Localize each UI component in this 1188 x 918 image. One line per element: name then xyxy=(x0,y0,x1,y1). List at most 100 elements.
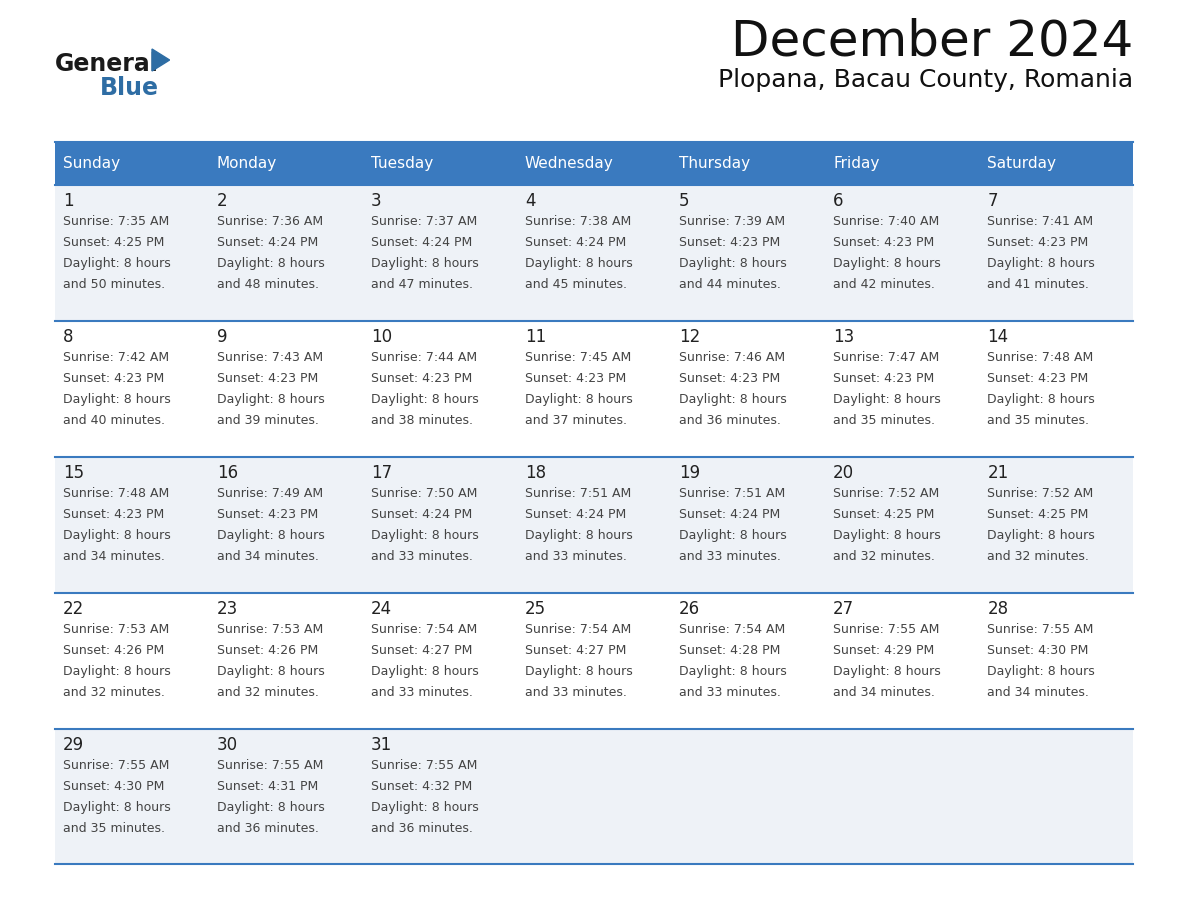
Bar xyxy=(826,142,979,185)
Text: Sunset: 4:24 PM: Sunset: 4:24 PM xyxy=(680,508,781,521)
Text: Daylight: 8 hours: Daylight: 8 hours xyxy=(63,393,170,406)
Text: Sunrise: 7:37 AM: Sunrise: 7:37 AM xyxy=(371,215,478,229)
Text: Sunset: 4:23 PM: Sunset: 4:23 PM xyxy=(680,372,781,385)
Text: 25: 25 xyxy=(525,599,546,618)
Text: Wednesday: Wednesday xyxy=(525,156,614,171)
Text: Sunset: 4:24 PM: Sunset: 4:24 PM xyxy=(216,236,318,249)
Text: Daylight: 8 hours: Daylight: 8 hours xyxy=(525,665,633,677)
Bar xyxy=(362,142,517,185)
Text: Sunrise: 7:48 AM: Sunrise: 7:48 AM xyxy=(987,351,1093,364)
Text: Sunset: 4:24 PM: Sunset: 4:24 PM xyxy=(371,236,472,249)
Text: and 34 minutes.: and 34 minutes. xyxy=(216,550,318,563)
Text: 22: 22 xyxy=(63,599,84,618)
Text: General: General xyxy=(55,52,159,76)
Text: Daylight: 8 hours: Daylight: 8 hours xyxy=(371,257,479,270)
Text: and 45 minutes.: and 45 minutes. xyxy=(525,278,627,291)
Text: Plopana, Bacau County, Romania: Plopana, Bacau County, Romania xyxy=(719,68,1133,92)
Text: Daylight: 8 hours: Daylight: 8 hours xyxy=(371,665,479,677)
Text: 21: 21 xyxy=(987,464,1009,482)
Text: Daylight: 8 hours: Daylight: 8 hours xyxy=(680,665,786,677)
Text: Daylight: 8 hours: Daylight: 8 hours xyxy=(833,393,941,406)
Text: Thursday: Thursday xyxy=(680,156,750,171)
Text: 6: 6 xyxy=(833,192,843,210)
Text: Sunrise: 7:40 AM: Sunrise: 7:40 AM xyxy=(833,215,940,229)
Text: 17: 17 xyxy=(371,464,392,482)
Text: 8: 8 xyxy=(63,328,74,346)
Text: Sunset: 4:23 PM: Sunset: 4:23 PM xyxy=(680,236,781,249)
Text: Sunrise: 7:54 AM: Sunrise: 7:54 AM xyxy=(680,622,785,636)
Text: Sunset: 4:25 PM: Sunset: 4:25 PM xyxy=(987,508,1088,521)
Text: 15: 15 xyxy=(63,464,84,482)
Text: and 32 minutes.: and 32 minutes. xyxy=(63,686,164,699)
Text: 2: 2 xyxy=(216,192,227,210)
Text: and 48 minutes.: and 48 minutes. xyxy=(216,278,318,291)
Text: Daylight: 8 hours: Daylight: 8 hours xyxy=(216,257,324,270)
Text: Sunrise: 7:55 AM: Sunrise: 7:55 AM xyxy=(371,758,478,772)
Text: Daylight: 8 hours: Daylight: 8 hours xyxy=(216,529,324,542)
Text: Daylight: 8 hours: Daylight: 8 hours xyxy=(63,800,170,813)
Text: Daylight: 8 hours: Daylight: 8 hours xyxy=(833,665,941,677)
Text: and 44 minutes.: and 44 minutes. xyxy=(680,278,781,291)
Text: Sunset: 4:24 PM: Sunset: 4:24 PM xyxy=(525,508,626,521)
Text: Daylight: 8 hours: Daylight: 8 hours xyxy=(987,529,1095,542)
Text: 10: 10 xyxy=(371,328,392,346)
Text: and 50 minutes.: and 50 minutes. xyxy=(63,278,165,291)
Text: 27: 27 xyxy=(833,599,854,618)
Text: Daylight: 8 hours: Daylight: 8 hours xyxy=(987,257,1095,270)
Text: Sunset: 4:24 PM: Sunset: 4:24 PM xyxy=(371,508,472,521)
Text: Sunrise: 7:55 AM: Sunrise: 7:55 AM xyxy=(216,758,323,772)
Text: Daylight: 8 hours: Daylight: 8 hours xyxy=(216,665,324,677)
Text: Sunrise: 7:53 AM: Sunrise: 7:53 AM xyxy=(216,622,323,636)
Text: Daylight: 8 hours: Daylight: 8 hours xyxy=(833,257,941,270)
Text: Sunset: 4:29 PM: Sunset: 4:29 PM xyxy=(833,644,935,656)
Text: and 36 minutes.: and 36 minutes. xyxy=(680,414,781,427)
Text: Friday: Friday xyxy=(833,156,879,171)
Text: 12: 12 xyxy=(680,328,700,346)
Text: Sunday: Sunday xyxy=(63,156,120,171)
Text: Sunset: 4:23 PM: Sunset: 4:23 PM xyxy=(525,372,626,385)
Text: Sunset: 4:23 PM: Sunset: 4:23 PM xyxy=(216,508,318,521)
Text: Blue: Blue xyxy=(100,76,159,100)
Text: Sunset: 4:25 PM: Sunset: 4:25 PM xyxy=(63,236,164,249)
Text: Daylight: 8 hours: Daylight: 8 hours xyxy=(680,257,786,270)
Text: Sunset: 4:30 PM: Sunset: 4:30 PM xyxy=(63,779,164,792)
Text: 3: 3 xyxy=(371,192,381,210)
Text: and 33 minutes.: and 33 minutes. xyxy=(680,686,781,699)
Bar xyxy=(517,142,671,185)
Text: Sunset: 4:26 PM: Sunset: 4:26 PM xyxy=(63,644,164,656)
Bar xyxy=(55,729,1133,865)
Text: and 40 minutes.: and 40 minutes. xyxy=(63,414,165,427)
Text: Sunset: 4:27 PM: Sunset: 4:27 PM xyxy=(371,644,472,656)
Text: 30: 30 xyxy=(216,735,238,754)
Text: Sunrise: 7:36 AM: Sunrise: 7:36 AM xyxy=(216,215,323,229)
Text: Daylight: 8 hours: Daylight: 8 hours xyxy=(525,393,633,406)
Text: and 41 minutes.: and 41 minutes. xyxy=(987,278,1089,291)
Text: Sunrise: 7:55 AM: Sunrise: 7:55 AM xyxy=(833,622,940,636)
Text: and 35 minutes.: and 35 minutes. xyxy=(63,822,165,834)
Text: and 33 minutes.: and 33 minutes. xyxy=(371,686,473,699)
Text: and 32 minutes.: and 32 minutes. xyxy=(987,550,1089,563)
Text: Daylight: 8 hours: Daylight: 8 hours xyxy=(525,257,633,270)
Text: and 35 minutes.: and 35 minutes. xyxy=(833,414,935,427)
Text: 19: 19 xyxy=(680,464,700,482)
Text: Sunrise: 7:46 AM: Sunrise: 7:46 AM xyxy=(680,351,785,364)
Bar xyxy=(55,457,1133,593)
Text: Daylight: 8 hours: Daylight: 8 hours xyxy=(987,393,1095,406)
Text: and 47 minutes.: and 47 minutes. xyxy=(371,278,473,291)
Text: Daylight: 8 hours: Daylight: 8 hours xyxy=(63,529,170,542)
Bar xyxy=(671,142,826,185)
Text: Sunset: 4:31 PM: Sunset: 4:31 PM xyxy=(216,779,318,792)
Text: Sunrise: 7:50 AM: Sunrise: 7:50 AM xyxy=(371,487,478,500)
Text: Sunrise: 7:44 AM: Sunrise: 7:44 AM xyxy=(371,351,476,364)
Text: Sunset: 4:24 PM: Sunset: 4:24 PM xyxy=(525,236,626,249)
Text: Sunset: 4:26 PM: Sunset: 4:26 PM xyxy=(216,644,318,656)
Text: Sunset: 4:23 PM: Sunset: 4:23 PM xyxy=(833,372,935,385)
Text: Daylight: 8 hours: Daylight: 8 hours xyxy=(371,529,479,542)
Bar xyxy=(979,142,1133,185)
Text: and 33 minutes.: and 33 minutes. xyxy=(525,686,627,699)
Text: 20: 20 xyxy=(833,464,854,482)
Text: Daylight: 8 hours: Daylight: 8 hours xyxy=(63,665,170,677)
Text: Sunset: 4:32 PM: Sunset: 4:32 PM xyxy=(371,779,472,792)
Text: 31: 31 xyxy=(371,735,392,754)
Text: 23: 23 xyxy=(216,599,238,618)
